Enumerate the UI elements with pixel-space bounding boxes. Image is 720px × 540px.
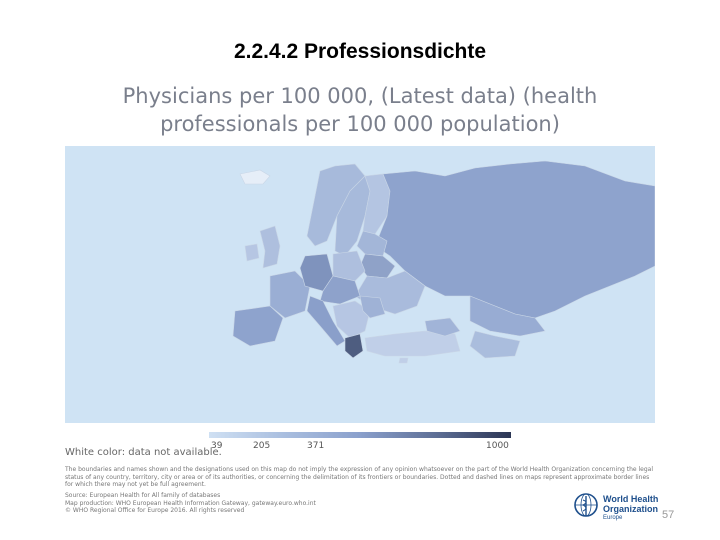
uk-region (259, 225, 281, 269)
map-title-line2: professionals per 100 000 population) (160, 112, 560, 136)
legend-tick-205: 205 (253, 441, 271, 451)
source-block: Source: European Health for All family o… (65, 492, 485, 515)
page-number: 57 (662, 509, 675, 521)
balkans-region (332, 300, 371, 339)
slide-title: 2.2.4.2 Professionsdichte (233, 40, 487, 63)
greece-region (344, 333, 364, 359)
who-name-line2: Organization (603, 504, 659, 514)
source-line: Map production: WHO European Health Info… (65, 499, 316, 507)
who-region: Europe (603, 515, 623, 521)
iberia-region (232, 305, 284, 347)
source-line: Source: European Health for All family o… (65, 492, 221, 499)
turkey-region (364, 330, 461, 357)
norway-region (306, 163, 366, 247)
who-name: World Health Organization (603, 494, 658, 514)
romania-region (359, 295, 386, 319)
who-logo: World Health Organization Europe (573, 492, 663, 526)
legend-tick-39: 39 (211, 441, 223, 451)
source-line: © WHO Regional Office for Europe 2016. A… (65, 507, 245, 514)
legend-tick-371: 371 (307, 441, 325, 451)
caucasus-region (424, 317, 461, 337)
map-disclaimer: The boundaries and names shown and the d… (65, 466, 654, 488)
belarus-region (359, 253, 396, 279)
cyprus-region (398, 357, 409, 364)
ireland-region (244, 243, 260, 262)
poland-region (332, 250, 366, 282)
map-title: Physicians per 100 000, (Latest data) (h… (90, 82, 630, 138)
russia-region (374, 160, 655, 319)
europe-choropleth-map[interactable] (65, 146, 655, 423)
central-asia-region (469, 330, 521, 359)
legend-tick-1000: 1000 (486, 441, 509, 451)
no-data-note: White color: data not available. (65, 447, 222, 458)
kazakhstan-region (469, 295, 546, 337)
who-emblem-icon (574, 493, 598, 517)
who-name-line1: World Health (603, 494, 659, 504)
map-title-line1: Physicians per 100 000, (Latest data) (h… (122, 84, 598, 108)
legend-color-bar (209, 432, 511, 438)
italy-region (306, 295, 346, 347)
iceland-region (239, 169, 271, 185)
